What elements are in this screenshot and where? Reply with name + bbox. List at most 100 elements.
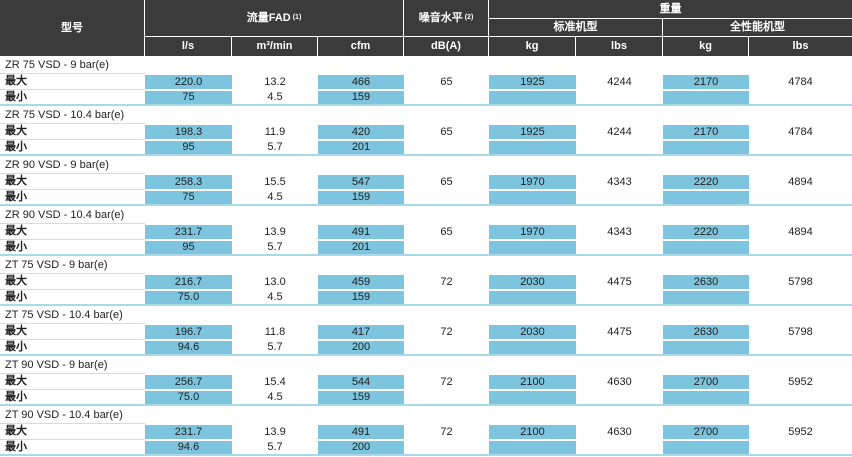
table-body: ZR 75 VSD - 9 bar(e) 最大 220.0 13.2 466 65 1925… <box>0 56 852 456</box>
table-cell: 5952 <box>749 423 852 439</box>
table-cell <box>404 89 489 104</box>
table-cell: 4475 <box>576 323 663 339</box>
row-label-max: 最大 <box>0 423 145 439</box>
table-cell: 4.5 <box>232 189 318 204</box>
row-label-min: 最小 <box>0 239 145 254</box>
table-cell <box>404 389 489 404</box>
table-cell: 4343 <box>576 223 663 239</box>
table-cell: 5.7 <box>232 239 318 254</box>
table-row-min: 最小 95 5.7 201 <box>0 239 852 254</box>
table-cell: 2170 <box>663 73 749 89</box>
table-cell <box>489 239 576 254</box>
col-group-weight-label: 重量 <box>659 2 682 15</box>
table-cell: 200 <box>318 439 404 454</box>
table-cell: 75 <box>145 189 232 204</box>
table-cell: 5.7 <box>232 339 318 354</box>
col-group-noise-level: 噪音水平 (2) <box>404 0 489 37</box>
table-cell: 65 <box>404 223 489 239</box>
table-cell: 75 <box>145 89 232 104</box>
model-group: ZR 75 VSD - 9 bar(e) 最大 220.0 13.2 466 65 1925… <box>0 56 852 106</box>
model-group: ZT 90 VSD - 10.4 bar(e) 最大 231.7 13.9 491 72 2… <box>0 406 852 456</box>
table-cell <box>576 339 663 354</box>
table-cell: 4630 <box>576 373 663 389</box>
table-cell: 13.9 <box>232 423 318 439</box>
row-label-min: 最小 <box>0 339 145 354</box>
row-label-max: 最大 <box>0 323 145 339</box>
table-cell: 5.7 <box>232 439 318 454</box>
row-label-max: 最大 <box>0 73 145 89</box>
table-cell <box>749 89 852 104</box>
table-cell: 201 <box>318 139 404 154</box>
table-cell: 231.7 <box>145 223 232 239</box>
table-cell <box>576 139 663 154</box>
table-row-min: 最小 95 5.7 201 <box>0 139 852 154</box>
table-cell <box>489 439 576 454</box>
table-row-max: 最大 198.3 11.9 420 65 1925 4244 2170 4784 <box>0 123 852 139</box>
table-cell <box>663 239 749 254</box>
table-cell: 420 <box>318 123 404 139</box>
unit-header-lbs-standard: lbs <box>576 37 663 56</box>
table-cell: 4784 <box>749 123 852 139</box>
table-cell: 4.5 <box>232 89 318 104</box>
table-cell: 1925 <box>489 73 576 89</box>
table-row-min: 最小 75 4.5 159 <box>0 189 852 204</box>
table-cell <box>576 189 663 204</box>
table-cell <box>749 289 852 304</box>
col-header-model-label: 型号 <box>61 21 83 34</box>
row-label-max: 最大 <box>0 123 145 139</box>
table-cell: 72 <box>404 273 489 289</box>
flow-footnote-marker: (1) <box>292 13 302 21</box>
table-cell: 2030 <box>489 273 576 289</box>
table-cell <box>663 439 749 454</box>
table-cell <box>404 289 489 304</box>
unit-header-lbs-full: lbs <box>749 37 852 56</box>
unit-header-kg-full: kg <box>663 37 749 56</box>
table-cell <box>489 139 576 154</box>
row-label-max: 最大 <box>0 173 145 189</box>
row-label-max: 最大 <box>0 273 145 289</box>
model-group: ZT 75 VSD - 9 bar(e) 最大 216.7 13.0 459 72 2030… <box>0 256 852 306</box>
table-cell: 4894 <box>749 173 852 189</box>
row-label-min: 最小 <box>0 89 145 104</box>
table-cell: 95 <box>145 139 232 154</box>
table-cell: 159 <box>318 189 404 204</box>
table-cell <box>749 339 852 354</box>
table-cell <box>749 139 852 154</box>
unit-header-dba: dB(A) <box>404 37 489 56</box>
table-cell: 4784 <box>749 73 852 89</box>
table-cell: 5.7 <box>232 139 318 154</box>
table-cell: 4244 <box>576 73 663 89</box>
table-cell: 65 <box>404 73 489 89</box>
table-cell <box>663 339 749 354</box>
table-cell: 2220 <box>663 223 749 239</box>
table-cell: 5952 <box>749 373 852 389</box>
group-label: ZT 90 VSD - 9 bar(e) <box>0 356 852 373</box>
row-label-min: 最小 <box>0 289 145 304</box>
table-cell: 2100 <box>489 423 576 439</box>
table-cell <box>576 389 663 404</box>
table-cell: 4.5 <box>232 289 318 304</box>
table-cell <box>404 339 489 354</box>
col-group-standard-model-label: 标准机型 <box>553 21 598 33</box>
unit-header-m3min: m³/min <box>232 37 318 56</box>
table-cell: 2630 <box>663 273 749 289</box>
table-row-min: 最小 75 4.5 159 <box>0 89 852 104</box>
table-cell: 13.9 <box>232 223 318 239</box>
table-cell: 201 <box>318 239 404 254</box>
table-cell: 2100 <box>489 373 576 389</box>
table-cell: 466 <box>318 73 404 89</box>
group-label: ZT 90 VSD - 10.4 bar(e) <box>0 406 852 423</box>
table-cell: 196.7 <box>145 323 232 339</box>
col-group-flow-fad-label: 流量FAD <box>246 11 291 24</box>
unit-header-cfm: cfm <box>318 37 404 56</box>
table-cell: 4630 <box>576 423 663 439</box>
table-cell: 4244 <box>576 123 663 139</box>
noise-footnote-marker: (2) <box>464 13 474 21</box>
table-cell: 65 <box>404 123 489 139</box>
table-cell <box>576 89 663 104</box>
table-cell <box>663 289 749 304</box>
table-row-max: 最大 220.0 13.2 466 65 1925 4244 2170 4784 <box>0 73 852 89</box>
table-cell: 2700 <box>663 423 749 439</box>
table-cell <box>489 89 576 104</box>
table-cell: 2630 <box>663 323 749 339</box>
